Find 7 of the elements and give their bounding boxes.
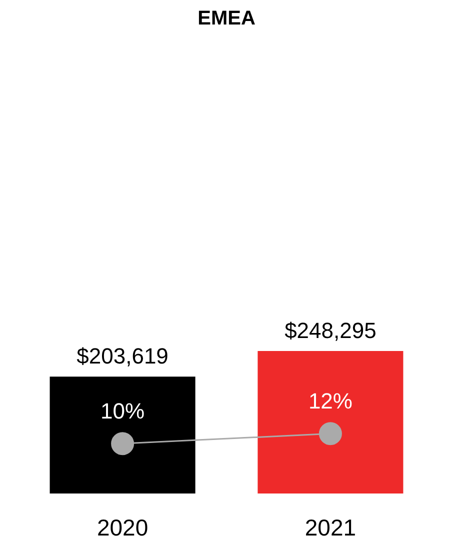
- x-tick-label: 2020: [96, 514, 148, 540]
- chart-title: EMEA: [198, 8, 256, 30]
- data-label: 12%: [308, 388, 352, 414]
- data-label: 10%: [100, 398, 145, 424]
- data-label: $203,619: [76, 344, 168, 369]
- data-label: $248,295: [284, 318, 376, 343]
- x-tick-label: 2021: [304, 514, 356, 540]
